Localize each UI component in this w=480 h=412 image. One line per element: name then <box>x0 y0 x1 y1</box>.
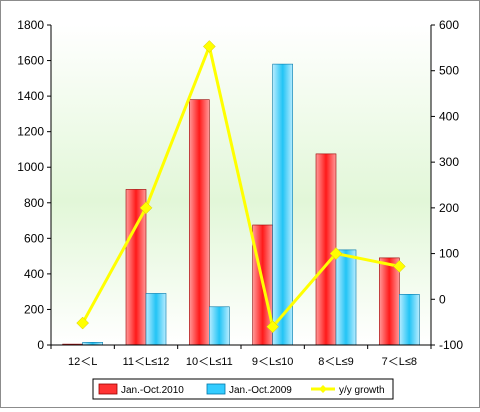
y-left-tick-label: 1200 <box>17 125 44 139</box>
legend-box <box>92 378 394 400</box>
x-category-label: 7＜L≤8 <box>382 356 417 368</box>
bar-jan-oct-2009-1 <box>145 293 167 346</box>
y-left-tick-label: 800 <box>24 196 44 210</box>
y-right-tick-label: 400 <box>439 109 459 123</box>
legend: Jan.-Oct.2010 Jan.-Oct.2009 y/y growth <box>92 378 394 400</box>
bar-jan-oct-2010-2 <box>189 99 210 346</box>
bar-jan-oct-2009-3 <box>272 63 293 346</box>
x-category-label: 9＜L≤10 <box>252 356 294 368</box>
legend-swatch-1 <box>206 383 226 395</box>
y-right-tick-label: 300 <box>439 155 459 169</box>
legend-line-marker <box>319 385 327 393</box>
y-right-tick-label: 0 <box>439 292 446 306</box>
y-left-tick-label: 0 <box>37 338 44 352</box>
y-left-tick-label: 600 <box>24 231 44 245</box>
x-category-label: 12＜L <box>68 356 97 368</box>
bar-jan-oct-2009-2 <box>209 306 230 346</box>
yy-growth-point-0 <box>76 316 90 330</box>
bar-jan-oct-2009-5 <box>399 294 420 346</box>
yy-growth-line <box>81 44 400 329</box>
bar-jan-oct-2010-4 <box>315 153 337 346</box>
yy-growth-point-3 <box>266 320 280 334</box>
bar-jan-oct-2009-4 <box>335 249 357 346</box>
y-left-tick-label: 1600 <box>17 54 44 68</box>
y-right-tick-label: 500 <box>439 64 459 78</box>
legend-swatch-0 <box>98 383 118 395</box>
y-left-tick-label: 200 <box>24 302 44 316</box>
y-left-tick-label: 1800 <box>17 18 44 32</box>
tick-labels-layer: 0 200 400 600 800 1000 1200 1400 1600 1800 -100 0 10… <box>17 18 463 368</box>
y-right-tick-label: 600 <box>439 18 459 32</box>
legend-label: y/y growth <box>339 385 385 396</box>
line-layer <box>76 40 406 334</box>
y-left-tick-label: 400 <box>24 267 44 281</box>
y-right-tick-label: 200 <box>439 201 459 215</box>
x-category-label: 8＜L≤9 <box>318 356 353 368</box>
y-right-tick-label: 100 <box>439 247 459 261</box>
y-right-tick-label: -100 <box>439 338 463 352</box>
y-left-tick-label: 1400 <box>17 89 44 103</box>
yy-growth-point-2 <box>202 40 216 53</box>
y-left-tick-label: 1000 <box>17 160 44 174</box>
yy-growth-point-5 <box>392 260 406 273</box>
legend-label: Jan.-Oct.2009 <box>229 385 292 396</box>
bar-jan-oct-2010-5 <box>379 257 400 346</box>
axes-layer <box>47 24 435 349</box>
yy-growth-point-1 <box>139 201 153 215</box>
yy-growth-point-4 <box>329 247 343 260</box>
x-category-label: 10＜L≤11 <box>186 356 233 368</box>
x-category-label: 11＜L≤12 <box>123 356 170 368</box>
legend-label: Jan.-Oct.2010 <box>121 385 184 396</box>
bars-layer <box>62 63 420 346</box>
